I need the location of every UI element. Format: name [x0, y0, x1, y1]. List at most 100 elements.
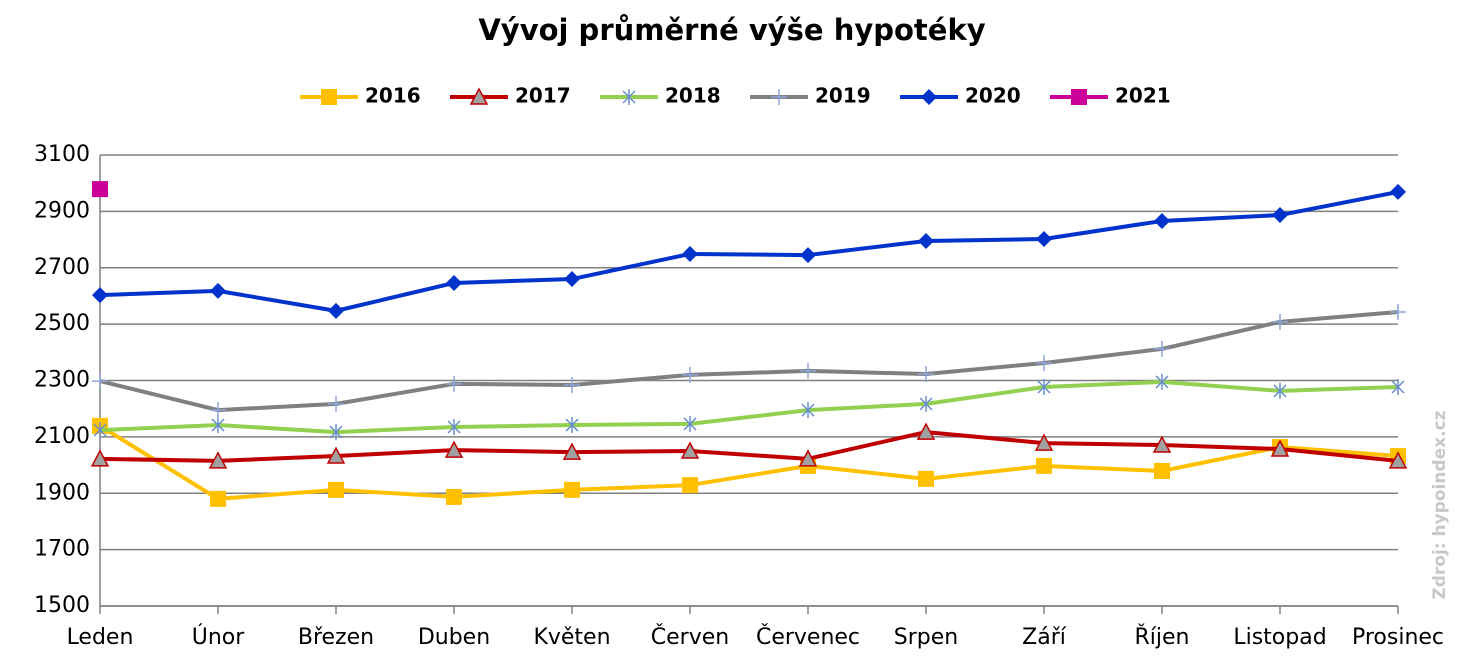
- y-tick-label: 1500: [34, 593, 90, 618]
- y-tick-label: 2100: [34, 424, 90, 449]
- marker: [1154, 340, 1170, 357]
- marker: [919, 395, 933, 412]
- marker-shape: [798, 449, 818, 467]
- legend-label: 2018: [665, 84, 721, 108]
- marker-shape: [680, 441, 700, 459]
- marker: [565, 417, 579, 434]
- marker: [1388, 451, 1408, 469]
- marker: [916, 422, 936, 440]
- marker-shape: [918, 366, 934, 383]
- x-tick-label: Květen: [533, 625, 610, 650]
- x-tick-label: Červenec: [756, 624, 860, 650]
- marker-shape: [92, 287, 108, 304]
- marker-shape: [321, 89, 337, 105]
- marker-shape: [564, 481, 580, 498]
- marker-shape: [683, 415, 697, 432]
- marker: [446, 375, 462, 392]
- marker-shape: [210, 402, 226, 419]
- y-tick-label: 1900: [34, 480, 90, 505]
- marker-shape: [564, 377, 580, 394]
- marker-shape: [682, 366, 698, 383]
- marker: [1390, 304, 1406, 321]
- x-tick-label: Září: [1022, 625, 1067, 650]
- marker-shape: [328, 395, 344, 412]
- marker: [447, 419, 461, 436]
- marker: [918, 470, 934, 487]
- marker-shape: [1154, 462, 1170, 479]
- series-line: [99, 310, 1399, 413]
- marker-shape: [1154, 212, 1170, 229]
- marker-shape: [446, 375, 462, 392]
- marker-shape: [208, 451, 228, 469]
- marker-shape: [447, 419, 461, 436]
- marker-shape: [1273, 382, 1287, 399]
- marker: [1034, 433, 1054, 451]
- marker-shape: [921, 89, 937, 105]
- marker: [329, 424, 343, 441]
- marker: [800, 362, 816, 379]
- marker-shape: [1036, 457, 1052, 474]
- marker: [469, 87, 489, 105]
- marker-shape: [446, 488, 462, 505]
- marker-shape: [1071, 89, 1087, 105]
- marker: [328, 481, 344, 498]
- marker-shape: [1390, 183, 1406, 200]
- marker: [682, 477, 698, 494]
- marker: [562, 442, 582, 460]
- x-tick-label: Červen: [651, 624, 729, 650]
- series-line: [99, 379, 1399, 435]
- marker: [208, 451, 228, 469]
- marker-shape: [1154, 340, 1170, 357]
- marker: [1036, 457, 1052, 474]
- marker-shape: [682, 245, 698, 262]
- y-tick-label: 2500: [34, 311, 90, 336]
- marker: [211, 417, 225, 434]
- marker-shape: [210, 490, 226, 507]
- legend-label: 2020: [965, 84, 1021, 108]
- marker: [92, 287, 108, 304]
- marker-shape: [565, 417, 579, 434]
- x-tick-label: Únor: [192, 624, 246, 650]
- y-tick-label: 2900: [34, 198, 90, 223]
- marker-shape: [800, 247, 816, 264]
- marker-shape: [1037, 378, 1051, 395]
- marker-shape: [1036, 355, 1052, 372]
- marker-shape: [919, 395, 933, 412]
- marker-shape: [1152, 435, 1172, 453]
- marker-shape: [1270, 439, 1290, 457]
- marker: [622, 89, 636, 105]
- marker-shape: [93, 422, 107, 439]
- marker-shape: [1155, 373, 1169, 390]
- marker: [798, 449, 818, 467]
- marker: [446, 488, 462, 505]
- marker-shape: [1034, 433, 1054, 451]
- marker: [326, 446, 346, 464]
- legend-label: 2017: [515, 84, 571, 108]
- marker: [564, 481, 580, 498]
- marker-shape: [564, 271, 580, 288]
- marker: [1154, 462, 1170, 479]
- marker: [801, 402, 815, 419]
- marker: [328, 395, 344, 412]
- marker: [1273, 382, 1287, 399]
- marker: [93, 422, 107, 439]
- marker: [1154, 212, 1170, 229]
- marker-shape: [328, 481, 344, 498]
- marker: [1272, 313, 1288, 330]
- series-line: [99, 430, 1399, 463]
- marker-shape: [211, 417, 225, 434]
- marker-shape: [1272, 207, 1288, 224]
- marker-shape: [771, 89, 787, 105]
- marker: [328, 302, 344, 319]
- y-tick-label: 2700: [34, 255, 90, 280]
- marker-shape: [1390, 304, 1406, 321]
- y-tick-label: 3100: [34, 142, 90, 167]
- series-line: [99, 189, 1399, 313]
- x-tick-label: Říjen: [1135, 624, 1190, 650]
- x-tick-label: Leden: [67, 625, 134, 650]
- marker: [1390, 183, 1406, 200]
- x-tick-label: Duben: [418, 625, 490, 650]
- marker: [444, 440, 464, 458]
- marker-shape: [622, 89, 636, 105]
- marker: [564, 377, 580, 394]
